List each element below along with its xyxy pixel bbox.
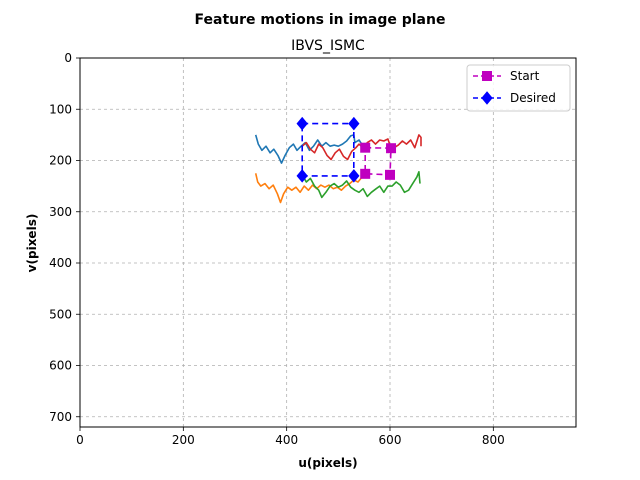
trajectory-line (301, 171, 421, 199)
start-marker (360, 142, 371, 153)
y-tick-label: 500 (49, 307, 72, 321)
legend-label-start: Start (510, 69, 540, 83)
desired-marker (348, 169, 360, 183)
y-tick-label: 300 (49, 205, 72, 219)
y-axis-label: v(pixels) (25, 214, 39, 273)
x-tick-label: 400 (275, 433, 298, 447)
y-tick-label: 0 (64, 51, 72, 65)
start-marker (385, 169, 395, 180)
x-tick-label: 600 (379, 433, 402, 447)
legend-marker-desired (481, 91, 493, 105)
legend: Start Desired (466, 64, 571, 112)
trajectory-line (254, 134, 366, 164)
chart-title: Feature motions in image plane (195, 12, 446, 28)
series-desired (296, 116, 360, 183)
start-marker (386, 143, 397, 154)
x-tick-label: 0 (76, 433, 84, 447)
start-marker (360, 168, 371, 179)
trajectory-series-1 (254, 134, 366, 164)
y-tick-label: 400 (49, 256, 72, 270)
trajectory-series-3 (301, 171, 421, 199)
x-tick-label: 200 (172, 433, 195, 447)
grid-lines (79, 57, 576, 427)
y-tick-label: 100 (49, 102, 72, 116)
trajectory-series-2 (254, 173, 366, 204)
chart-subtitle: IBVS_ISMC (291, 38, 365, 54)
y-tick-label: 200 (49, 154, 72, 168)
series-start (360, 142, 397, 180)
x-axis-label: u(pixels) (298, 456, 357, 470)
desired-marker (296, 116, 308, 131)
desired-marker (296, 169, 308, 183)
axes-frame (79, 57, 577, 428)
plot-area (254, 116, 422, 204)
desired-marker (348, 116, 360, 131)
legend-marker-start (482, 71, 492, 81)
axis-ticks: 0 200 400 600 800 0 100 200 300 400 500 600 700 (49, 51, 505, 447)
trajectory-line (254, 173, 366, 204)
x-tick-label: 800 (482, 433, 505, 447)
y-tick-label: 700 (49, 410, 72, 424)
legend-label-desired: Desired (510, 91, 556, 105)
y-tick-label: 600 (49, 359, 72, 373)
